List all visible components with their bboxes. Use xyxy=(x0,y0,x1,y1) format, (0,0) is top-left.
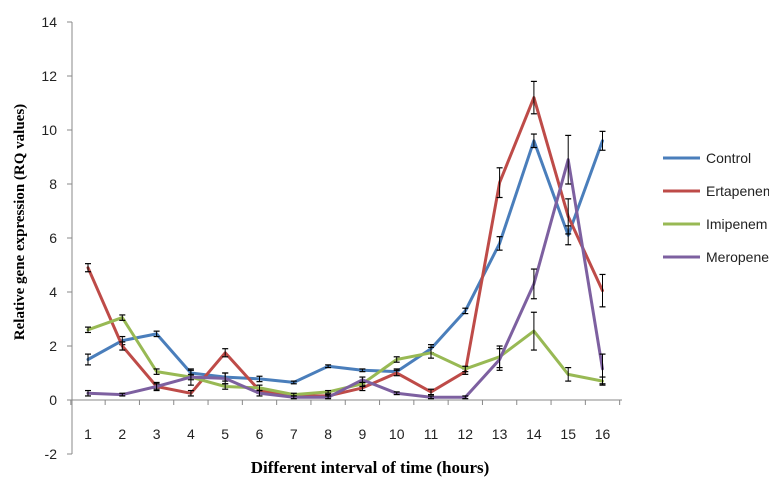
legend-label: Control xyxy=(706,150,751,166)
error-bar xyxy=(256,375,263,383)
error-bar xyxy=(325,395,332,400)
x-tick-label: 12 xyxy=(458,426,474,442)
error-bar xyxy=(359,376,366,384)
error-bar xyxy=(530,311,537,351)
legend-label: Ertapenem xyxy=(706,183,769,199)
error-bar xyxy=(119,392,126,397)
error-bar xyxy=(325,389,332,394)
error-bar xyxy=(187,389,194,397)
legend-label: Imipenem xyxy=(706,216,767,232)
error-bar xyxy=(393,369,400,377)
error-bar xyxy=(496,167,503,199)
error-bar xyxy=(119,341,126,351)
y-tick-label: 14 xyxy=(41,14,57,30)
legend-item: Imipenem xyxy=(663,216,767,232)
error-bar xyxy=(428,395,434,400)
error-bar xyxy=(565,367,572,382)
error-bar xyxy=(496,236,503,251)
error-bar xyxy=(153,330,160,338)
y-tick-label: -2 xyxy=(45,446,58,462)
error-bar xyxy=(530,80,537,115)
error-bar xyxy=(462,365,469,373)
error-bar xyxy=(85,326,91,334)
error-bar xyxy=(599,273,606,308)
error-bar xyxy=(428,346,434,359)
error-bar xyxy=(153,383,160,390)
series-line xyxy=(86,158,604,399)
y-tick-label: 12 xyxy=(41,68,57,84)
error-bar xyxy=(187,368,194,386)
error-bar xyxy=(599,353,606,385)
error-bar xyxy=(599,130,606,151)
x-tick-label: 9 xyxy=(359,426,367,442)
series-line xyxy=(86,96,604,398)
y-tick-label: 4 xyxy=(49,284,57,300)
x-tick-label: 3 xyxy=(153,426,161,442)
error-bar xyxy=(222,372,229,385)
error-bar xyxy=(359,368,366,373)
x-tick-label: 10 xyxy=(389,426,405,442)
legend-item: Meropenem xyxy=(663,249,769,265)
error-bar xyxy=(85,389,91,397)
error-bar xyxy=(85,353,91,366)
error-bar xyxy=(290,380,297,385)
y-tick-label: 10 xyxy=(41,122,57,138)
series-ertapenem xyxy=(85,80,606,398)
error-bar xyxy=(256,389,263,397)
error-bar xyxy=(325,364,332,369)
x-tick-label: 11 xyxy=(424,426,439,442)
error-bar xyxy=(222,348,229,358)
x-tick-label: 2 xyxy=(118,426,126,442)
y-axis-title: Relative gene expression (RQ values) xyxy=(12,104,28,340)
x-tick-label: 16 xyxy=(595,426,611,442)
error-bar xyxy=(462,307,469,315)
y-tick-label: 0 xyxy=(49,392,57,408)
x-tick-label: 8 xyxy=(324,426,332,442)
x-axis-title: Different interval of time (hours) xyxy=(251,458,490,477)
legend-item: Control xyxy=(663,150,751,166)
error-bar xyxy=(393,391,400,396)
error-bar xyxy=(462,395,469,400)
error-bar xyxy=(119,314,126,321)
legend: Control Ertapenem Imipenem Meropenem xyxy=(663,150,769,265)
x-tick-label: 13 xyxy=(492,426,508,442)
legend-item: Ertapenem xyxy=(663,183,769,199)
series-control xyxy=(85,130,606,385)
legend-label: Meropenem xyxy=(706,249,769,265)
error-bar xyxy=(85,263,91,273)
series-meropenem xyxy=(85,134,606,400)
x-tick-label: 4 xyxy=(187,426,195,442)
error-bar xyxy=(153,368,160,375)
y-tick-label: 2 xyxy=(49,338,57,354)
x-tick-label: 15 xyxy=(560,426,576,442)
y-tick-label: 6 xyxy=(49,230,57,246)
error-bar xyxy=(496,348,503,371)
error-bar xyxy=(393,356,400,363)
error-bar xyxy=(565,198,572,235)
error-bar xyxy=(530,133,537,149)
error-bar xyxy=(428,388,434,396)
x-tick-label: 5 xyxy=(221,426,229,442)
x-tick-label: 6 xyxy=(256,426,264,442)
series-layer xyxy=(85,80,606,400)
x-tick-label: 1 xyxy=(84,426,92,442)
error-bar xyxy=(530,268,537,300)
series-line xyxy=(86,139,604,384)
error-bar xyxy=(565,134,572,185)
x-tick-label: 7 xyxy=(290,426,298,442)
error-bar xyxy=(290,395,297,400)
y-tick-label: 8 xyxy=(49,176,57,192)
x-tick-label: 14 xyxy=(526,426,542,442)
